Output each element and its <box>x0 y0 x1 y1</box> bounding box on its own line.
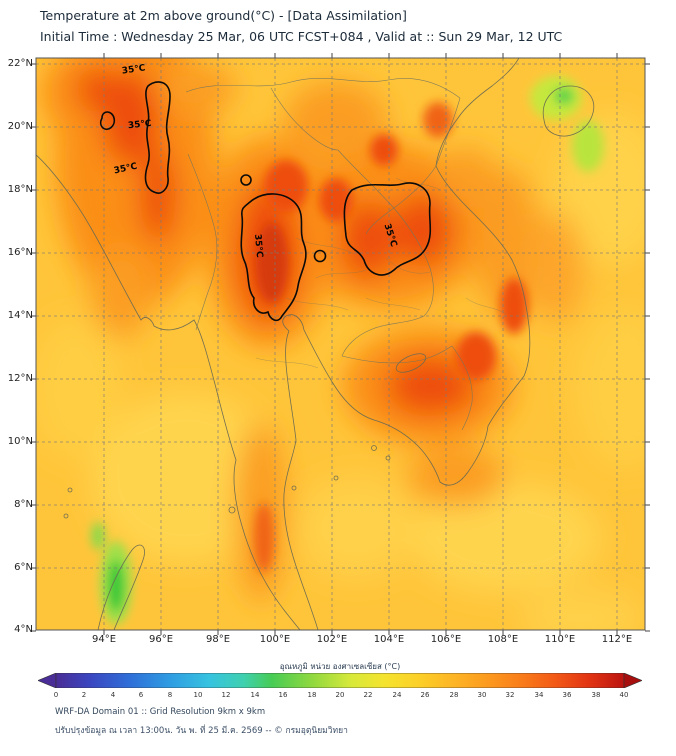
contour-35c <box>99 81 432 322</box>
x-tick-label: 112°E <box>601 634 633 645</box>
y-tick-label: 6°N <box>14 562 33 573</box>
province-borders <box>255 177 507 369</box>
colorbar-right-arrow <box>623 673 642 688</box>
x-tick-label: 104°E <box>373 634 405 645</box>
colorbar-tick: 10 <box>193 691 203 699</box>
colorbar-tick: 16 <box>278 691 288 699</box>
x-tick-label: 96°E <box>148 634 174 645</box>
colorbar-left-arrow <box>38 673 57 688</box>
contour-label: 35°C <box>113 162 139 177</box>
page-subtitle: Initial Time : Wednesday 25 Mar, 06 UTC … <box>40 29 563 44</box>
colorbar-tick: 40 <box>619 691 629 699</box>
y-tick-label: 10°N <box>7 436 33 447</box>
colorbar-tick: 32 <box>505 691 515 699</box>
contour-label: 35°C <box>252 234 264 259</box>
x-tick-label: 106°E <box>430 634 462 645</box>
footer-update-info: ปรับปรุงข้อมูล ณ เวลา 13:00น. วัน พ. ที่… <box>55 726 348 736</box>
colorbar-tick: 20 <box>335 691 345 699</box>
colorbar-tick: 28 <box>449 691 459 699</box>
y-tick-label: 22°N <box>7 58 33 69</box>
colorbar-tick: 8 <box>167 691 173 699</box>
x-tick-label: 108°E <box>487 634 519 645</box>
contour-label: 35°C <box>128 119 153 131</box>
x-tick-label: 94°E <box>91 634 117 645</box>
footer: WRF-DA Domain 01 :: Grid Resolution 9km … <box>55 707 348 737</box>
colorbar-tick: 24 <box>392 691 402 699</box>
colorbar-tick: 6 <box>138 691 144 699</box>
interior-borders <box>185 77 473 431</box>
colorbar-tick: 34 <box>534 691 544 699</box>
colorbar-tick: 14 <box>250 691 260 699</box>
colorbar-tick: 36 <box>562 691 572 699</box>
colorbar <box>38 673 642 688</box>
colorbar-gradient <box>55 673 625 688</box>
y-tick-label: 14°N <box>7 310 33 321</box>
colorbar-label: อุณหภูมิ หน่วย องศาเซลเซียส (°C) <box>279 662 401 671</box>
colorbar-tick: 2 <box>81 691 87 699</box>
colorbar-tick: 0 <box>53 691 59 699</box>
country-borders <box>36 58 595 630</box>
temperature-field <box>36 58 645 630</box>
x-tick-label: 100°E <box>259 634 291 645</box>
y-tick-label: 12°N <box>7 373 33 384</box>
header: Temperature at 2m above ground(°C) - [Da… <box>40 5 562 47</box>
colorbar-tick: 12 <box>221 691 231 699</box>
colorbar-tick: 38 <box>591 691 601 699</box>
y-tick-label: 20°N <box>7 121 33 132</box>
y-tick-label: 18°N <box>7 184 33 195</box>
x-tick-label: 98°E <box>205 634 231 645</box>
colorbar-tick: 4 <box>110 691 116 699</box>
y-tick-label: 16°N <box>7 247 33 258</box>
colorbar-tick: 30 <box>477 691 487 699</box>
colorbar-tick: 26 <box>420 691 430 699</box>
x-tick-label: 110°E <box>544 634 576 645</box>
y-tick-label: 8°N <box>14 499 33 510</box>
colorbar-tick: 18 <box>307 691 317 699</box>
temperature-map: 35°C 35°C 35°C 35°C 35°C <box>31 53 650 635</box>
axis-ticks <box>31 53 650 635</box>
plot-frame <box>35 57 646 631</box>
contour-label: 35°C <box>121 63 146 76</box>
colorbar-tick: 22 <box>363 691 373 699</box>
x-tick-label: 102°E <box>316 634 348 645</box>
footer-domain-info: WRF-DA Domain 01 :: Grid Resolution 9km … <box>55 707 266 717</box>
y-tick-label: 4°N <box>14 624 33 635</box>
page-title: Temperature at 2m above ground(°C) - [Da… <box>40 8 407 23</box>
